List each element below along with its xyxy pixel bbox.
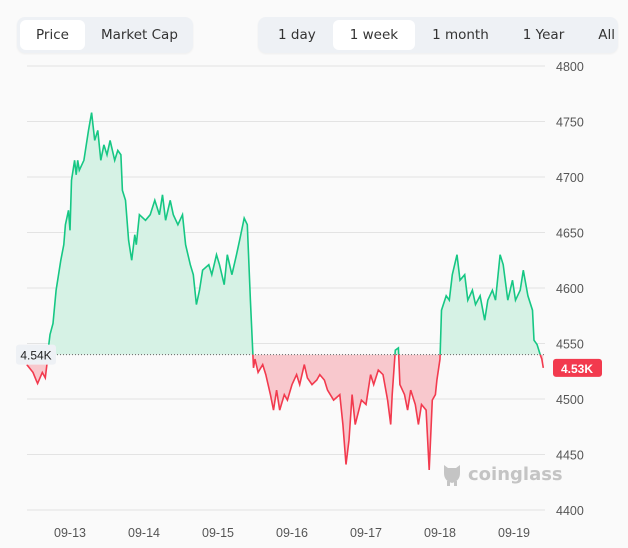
x-tick-label: 09-14 [128,526,160,540]
coinglass-watermark: coinglass [440,461,563,487]
y-tick-label: 4650 [556,227,584,241]
x-tick-label: 09-16 [276,526,308,540]
x-tick-label: 09-15 [202,526,234,540]
range-toggle: 1 day 1 week 1 month 1 Year All [258,17,618,53]
range-1-year[interactable]: 1 Year [522,27,565,43]
range-1-week[interactable]: 1 week [332,20,416,50]
area-below-baseline [26,354,544,470]
range-1-month[interactable]: 1 month [432,27,489,43]
area-above-baseline [26,112,544,355]
y-tick-label: 4450 [556,449,584,463]
x-tick-label: 09-19 [498,526,530,540]
baseline-label-bg [16,344,56,365]
y-tick-label: 4800 [556,60,584,74]
x-tick-label: 09-18 [424,526,456,540]
y-tick-label: 4600 [556,282,584,296]
y-tick-label: 4700 [556,171,584,185]
y-tick-label: 4400 [556,504,584,518]
range-1-day[interactable]: 1 day [278,27,316,43]
market-cap-tab[interactable]: Market Cap [100,27,178,43]
y-tick-label: 4500 [556,393,584,407]
price-line-down [26,354,545,471]
x-tick-label: 09-17 [350,526,382,540]
current-price-badge [553,358,602,377]
range-all[interactable]: All [598,27,615,43]
y-tick-label: 4750 [556,116,584,130]
baseline-label: 4.54K [20,349,51,363]
x-tick-label: 09-13 [54,526,86,540]
watermark-text: coinglass [468,463,563,485]
current-price-label: 4.53K [561,362,593,376]
y-tick-label: 4550 [556,338,584,352]
metric-toggle: Price Market Cap [17,17,193,53]
price-tab[interactable]: Price [20,20,85,50]
price-line-up [46,112,542,355]
coinglass-logo-icon [444,465,460,486]
